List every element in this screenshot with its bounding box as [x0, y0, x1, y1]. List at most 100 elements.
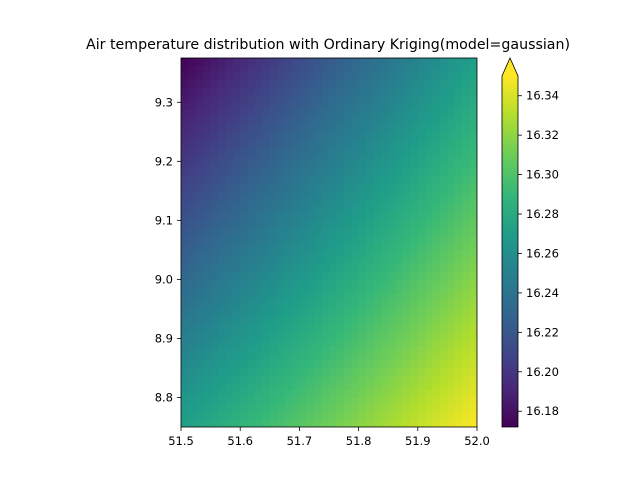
heatmap-cell — [440, 264, 448, 273]
heatmap-cell — [462, 87, 471, 96]
heatmap-cell — [240, 205, 249, 214]
heatmap-cell — [388, 227, 397, 236]
heatmap-cell — [277, 272, 286, 280]
heatmap-cell — [373, 323, 382, 332]
heatmap-cell — [232, 161, 241, 170]
heatmap-cell — [469, 382, 477, 391]
heatmap-cell — [188, 390, 197, 399]
heatmap-cell — [306, 183, 315, 192]
heatmap-cell — [203, 65, 212, 74]
heatmap-cell — [447, 264, 456, 273]
heatmap-cell — [284, 331, 293, 340]
heatmap-cell — [380, 249, 389, 258]
heatmap-cell — [417, 264, 426, 273]
heatmap-cell — [432, 65, 441, 74]
heatmap-cell — [181, 124, 189, 133]
heatmap-cell — [210, 382, 219, 391]
heatmap-cell — [299, 397, 308, 406]
heatmap-cell — [329, 294, 337, 303]
heatmap-cell — [299, 375, 308, 384]
heatmap-cell — [299, 301, 308, 310]
heatmap-cell — [469, 404, 477, 413]
heatmap-cell — [343, 80, 352, 89]
heatmap-cell — [410, 397, 419, 406]
heatmap-cell — [299, 146, 308, 155]
heatmap-cell — [255, 279, 263, 288]
heatmap-cell — [358, 161, 367, 170]
heatmap-cell — [432, 264, 441, 273]
heatmap-cell — [380, 80, 389, 89]
heatmap-cell — [343, 190, 352, 199]
heatmap-cell — [447, 227, 456, 236]
heatmap-cell — [366, 338, 374, 347]
heatmap-cell — [462, 161, 471, 170]
heatmap-cell — [284, 153, 293, 162]
heatmap-cell — [195, 124, 204, 133]
heatmap-cell — [218, 212, 226, 221]
heatmap-cell — [181, 183, 189, 192]
heatmap-cell — [292, 87, 300, 96]
heatmap-cell — [225, 419, 234, 427]
heatmap-cell — [380, 242, 389, 251]
heatmap-cell — [210, 102, 219, 111]
heatmap-cell — [373, 146, 382, 155]
heatmap-cell — [240, 308, 249, 317]
heatmap-cell — [366, 102, 374, 111]
heatmap-cell — [218, 279, 226, 288]
heatmap-cell — [203, 338, 212, 347]
heatmap-cell — [336, 161, 345, 170]
heatmap-cell — [469, 139, 477, 148]
heatmap-cell — [181, 316, 189, 325]
heatmap-cell — [432, 257, 441, 266]
heatmap-cell — [358, 382, 367, 391]
heatmap-cell — [299, 308, 308, 317]
heatmap-cell — [203, 419, 212, 427]
heatmap-cell — [440, 331, 448, 340]
heatmap-cell — [203, 331, 212, 340]
heatmap-cell — [440, 205, 448, 214]
heatmap-cell — [410, 257, 419, 266]
heatmap-cell — [269, 58, 278, 66]
colorbar-tick-label: 16.32 — [526, 128, 559, 142]
heatmap-cell — [188, 301, 197, 310]
heatmap-cell — [321, 412, 330, 421]
heatmap-cell — [417, 161, 426, 170]
heatmap-cell — [299, 183, 308, 192]
heatmap-cell — [262, 146, 271, 155]
heatmap-cell — [321, 94, 330, 103]
heatmap-cell — [410, 176, 419, 185]
heatmap-cell — [195, 190, 204, 199]
heatmap-cell — [292, 323, 300, 332]
heatmap-cell — [469, 117, 477, 126]
heatmap-cell — [366, 220, 374, 229]
heatmap-cell — [232, 87, 241, 96]
heatmap-cell — [210, 227, 219, 236]
heatmap-cell — [232, 412, 241, 421]
heatmap-cell — [410, 117, 419, 126]
heatmap-cell — [188, 331, 197, 340]
heatmap-cell — [188, 58, 197, 66]
heatmap-cell — [321, 323, 330, 332]
heatmap-cell — [469, 80, 477, 89]
heatmap-cell — [225, 367, 234, 376]
heatmap-cell — [388, 412, 397, 421]
y-tick-label: 9.0 — [155, 272, 173, 286]
heatmap-cell — [218, 412, 226, 421]
heatmap-cell — [373, 131, 382, 140]
heatmap-cell — [336, 272, 345, 280]
heatmap-cell — [292, 316, 300, 325]
heatmap-cell — [321, 360, 330, 369]
heatmap-cell — [440, 153, 448, 162]
heatmap-cell — [447, 286, 456, 295]
heatmap-cell — [366, 117, 374, 126]
heatmap-cell — [343, 102, 352, 111]
heatmap-cell — [388, 146, 397, 155]
heatmap-cell — [210, 308, 219, 317]
heatmap-cell — [284, 301, 293, 310]
heatmap-cell — [306, 109, 315, 118]
heatmap-cell — [195, 375, 204, 384]
heatmap-cell — [358, 65, 367, 74]
heatmap-cell — [292, 249, 300, 258]
heatmap-cell — [462, 345, 471, 354]
heatmap-cell — [284, 412, 293, 421]
